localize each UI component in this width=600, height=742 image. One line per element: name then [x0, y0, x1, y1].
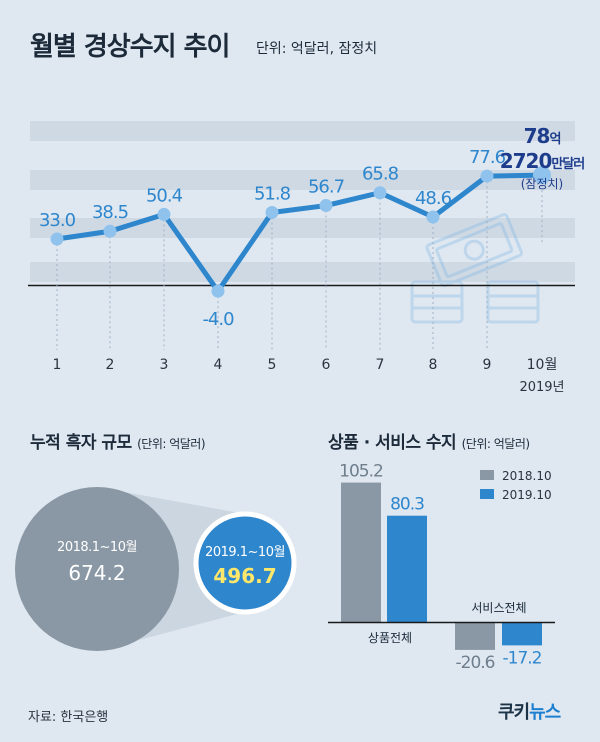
brand-logo: 쿠키뉴스 [498, 702, 561, 723]
label-2018-period: 2018.1~10월 [57, 540, 137, 555]
bar [502, 622, 542, 646]
callout-line2: 2720만달러 [500, 149, 585, 173]
legend-swatch-2019 [480, 489, 494, 499]
cumulative-chart: 2018.1~10월 674.2 2019.1~10월 496.7 [15, 487, 297, 651]
callout-line3: (잠정치) [521, 177, 563, 191]
bar [341, 482, 381, 623]
data-point [103, 224, 117, 238]
circle-2018 [15, 487, 179, 651]
data-point [426, 210, 440, 224]
x-tick-label: 10월 [527, 357, 558, 373]
label-2018-value: 674.2 [68, 561, 125, 585]
money-illustration-icon [410, 213, 540, 324]
bar-value-label: 105.2 [339, 462, 383, 482]
bar [387, 515, 427, 623]
legend-label-2019: 2019.10 [502, 488, 552, 502]
x-tick-label: 7 [376, 357, 385, 373]
chart-unit: 단위: 억달러, 잠정치 [256, 41, 378, 57]
bar-value-label: -17.2 [503, 648, 542, 668]
x-tick-label: 3 [160, 357, 169, 373]
data-point [211, 284, 225, 298]
data-point [319, 199, 333, 213]
page-title: 월별 경상수지 추이 [30, 32, 230, 62]
line-chart: 33.0 38.5 50.4 -4.0 51.8 56.7 65.8 48.6 77.6 1 2 3… [28, 121, 585, 395]
legend-label-2018: 2018.10 [502, 469, 552, 483]
point-label: 51.8 [254, 183, 291, 204]
drop-lines [56, 175, 543, 350]
data-points [50, 166, 551, 298]
x-tick-label: 4 [214, 357, 223, 373]
legend-swatch-2018 [480, 470, 494, 480]
point-label: 48.6 [415, 188, 452, 209]
goods-services-title: 상품 · 서비스 수지 (단위: 억달러) [328, 433, 530, 453]
x-tick-label: 9 [483, 357, 492, 373]
source-text: 자료: 한국은행 [28, 710, 109, 725]
series-line [56, 172, 543, 294]
band [30, 121, 575, 141]
chart-bands [30, 121, 575, 282]
cumulative-title: 누적 흑자 규모 (단위: 억달러) [30, 433, 206, 453]
bar-value-labels: 105.2 -20.6 80.3 -17.2 [339, 462, 543, 673]
goods-services-chart: 2018.10 2019.10 105.2 -20.6 80.3 -17.2 상품전체… [328, 462, 555, 673]
bar-value-label: -20.6 [456, 653, 495, 673]
category-label-goods: 상품전체 [368, 631, 412, 645]
bar [455, 622, 495, 650]
year-label: 2019년 [519, 380, 564, 395]
category-label-services: 서비스전체 [471, 601, 526, 615]
band [30, 170, 575, 190]
point-label: 56.7 [308, 177, 344, 198]
label-2019-value: 496.7 [213, 564, 276, 588]
bar-value-label: 80.3 [390, 495, 424, 515]
x-tick-label: 6 [322, 357, 331, 373]
band [30, 218, 575, 238]
x-tick-labels: 1 2 3 4 5 6 7 8 9 10월 [53, 357, 558, 373]
point-label: 65.8 [362, 164, 399, 185]
data-point [373, 186, 387, 200]
point-label: 33.0 [39, 210, 76, 231]
data-point [50, 232, 64, 246]
point-label: 77.6 [469, 147, 506, 168]
x-tick-label: 2 [106, 357, 115, 373]
x-tick-label: 5 [268, 357, 277, 373]
last-data-point [533, 166, 551, 185]
x-tick-label: 8 [429, 357, 438, 373]
x-tick-label: 1 [53, 357, 62, 373]
data-point [265, 205, 279, 219]
callout-line1: 78억 [524, 124, 561, 148]
band [30, 262, 575, 282]
point-label: 38.5 [92, 202, 128, 223]
bars [341, 482, 542, 650]
data-point [480, 169, 494, 183]
data-point [157, 207, 171, 221]
point-labels: 33.0 38.5 50.4 -4.0 51.8 56.7 65.8 48.6 77.6 [39, 147, 507, 330]
circle-2019 [193, 511, 297, 615]
point-label: 50.4 [146, 185, 183, 206]
point-label: -4.0 [202, 309, 234, 330]
label-2019-period: 2019.1~10월 [205, 545, 285, 560]
